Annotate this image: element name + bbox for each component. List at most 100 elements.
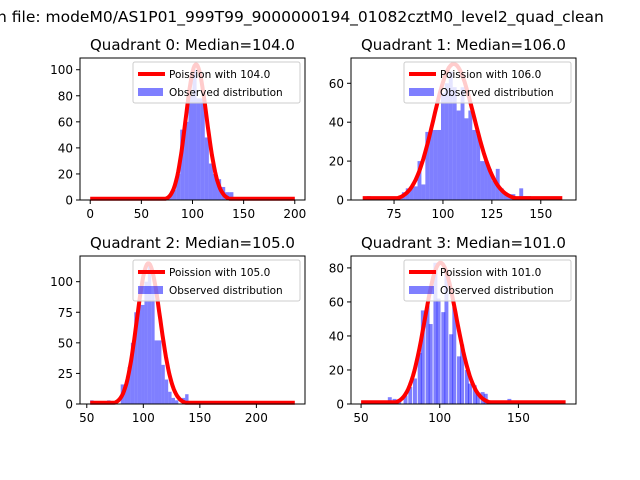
histogram-bar	[151, 293, 155, 404]
histogram-bar	[491, 180, 496, 200]
histogram-bar	[212, 173, 218, 200]
y-tick-label: 100	[50, 275, 73, 289]
histogram-bar	[185, 394, 189, 404]
y-tick-label: 40	[58, 141, 73, 155]
histogram-bar	[428, 324, 433, 404]
histogram-bar	[154, 340, 159, 404]
histogram-bar	[425, 131, 430, 200]
subplot-title: Quadrant 3: Median=101.0	[361, 234, 566, 252]
histogram-bar	[468, 110, 473, 200]
y-tick-label: 40	[329, 329, 344, 343]
histogram-bar	[468, 383, 472, 404]
histogram-bar	[476, 133, 481, 200]
histogram-bar	[141, 304, 145, 404]
y-tick-label: 60	[329, 295, 344, 309]
histogram-bar	[229, 192, 234, 200]
x-tick-label: 150	[529, 207, 552, 221]
histogram-bar	[472, 385, 477, 404]
legend-box	[403, 259, 572, 302]
y-tick-label: 60	[329, 77, 344, 91]
subplot-title: Quadrant 0: Median=104.0	[90, 36, 295, 54]
histogram-bar	[499, 188, 504, 200]
x-tick-label: 150	[188, 411, 211, 425]
histogram-bar	[403, 395, 408, 404]
histogram-bar	[437, 129, 441, 200]
y-tick-label: 0	[336, 398, 344, 412]
histogram-bar	[444, 83, 449, 200]
legend-hist-swatch	[138, 286, 163, 294]
histogram-bar	[519, 188, 524, 200]
histogram-bar	[420, 310, 425, 404]
x-tick-label: 75	[386, 207, 401, 221]
histogram-bar	[180, 129, 185, 200]
histogram-bar	[192, 69, 197, 201]
histogram-bar	[200, 98, 205, 200]
legend: Poission with 105.0 Observed distribution	[132, 259, 301, 302]
histogram-bar	[412, 378, 417, 404]
histogram-bar	[429, 129, 434, 200]
histogram-bar	[487, 168, 492, 200]
histogram-bar	[475, 393, 480, 404]
histogram-bar	[460, 344, 465, 404]
x-tick-label: 100	[132, 411, 155, 425]
histogram-bar	[441, 312, 446, 404]
histogram-bar	[436, 298, 441, 404]
plot-area	[89, 261, 296, 405]
legend-label-poisson: Poission with 104.0	[169, 69, 270, 81]
legend-box	[132, 61, 301, 104]
legend-label-poisson: Poission with 105.0	[169, 267, 270, 279]
histogram-bar	[161, 364, 165, 404]
histogram-bar	[204, 137, 209, 200]
x-tick-label: 125	[480, 207, 503, 221]
histogram-bar	[448, 71, 453, 200]
x-tick-label: 150	[232, 207, 255, 221]
y-tick-label: 75	[58, 306, 73, 320]
axes-frame	[350, 255, 577, 405]
plot-area	[89, 62, 296, 201]
histogram-bar	[441, 93, 445, 200]
histogram-bar	[124, 385, 128, 404]
x-tick-label: 100	[181, 207, 204, 221]
legend-label-observed: Observed distribution	[169, 285, 283, 297]
histogram-bar	[176, 173, 181, 200]
histogram-bar	[421, 184, 426, 200]
y-tick-label: 100	[50, 63, 73, 77]
x-tick-label: 200	[245, 411, 268, 425]
histogram-bar	[503, 192, 508, 200]
x-tick-label: 150	[507, 411, 530, 425]
y-tick-label: 60	[58, 115, 73, 129]
histogram-bar	[464, 118, 469, 200]
histogram-bar	[425, 305, 430, 404]
y-tick-label: 0	[336, 194, 344, 208]
axes-frame	[350, 57, 577, 201]
histogram-bar	[480, 161, 485, 200]
histogram-bar	[413, 186, 418, 200]
histogram-bar	[172, 189, 177, 200]
x-tick-label: 100	[432, 207, 455, 221]
x-tick-label: 50	[79, 411, 94, 425]
subplot-quadrant-1: Quadrant 1: Median=106.0 75 100 125 150 0 20 40…	[329, 36, 577, 221]
legend-hist-swatch	[138, 88, 163, 96]
subplot-title: Quadrant 2: Median=105.0	[90, 234, 295, 252]
histogram-bar	[188, 95, 193, 200]
histogram-bar	[433, 262, 438, 404]
histogram-bar	[433, 129, 438, 200]
figure-suptitle: n file: modeM0/AS1P01_999T99_9000000194_…	[0, 8, 604, 27]
histogram-bar	[196, 98, 201, 200]
subplot-title: Quadrant 1: Median=106.0	[361, 36, 566, 54]
legend: Poission with 104.0 Observed distribution	[132, 61, 301, 104]
x-tick-label: 0	[86, 207, 94, 221]
x-tick-label: 200	[283, 207, 306, 221]
histogram-bar	[472, 129, 477, 200]
x-tick-label: 100	[428, 411, 451, 425]
histogram-bar	[408, 386, 413, 404]
y-tick-label: 0	[65, 194, 73, 208]
legend-box	[132, 259, 301, 302]
y-tick-label: 20	[329, 155, 344, 169]
histogram-bar	[184, 121, 189, 200]
histogram-bar	[168, 391, 172, 404]
poisson-curve	[89, 261, 296, 405]
histogram-bar	[208, 163, 213, 200]
histogram-bar	[130, 342, 135, 404]
y-tick-label: 80	[329, 261, 344, 275]
